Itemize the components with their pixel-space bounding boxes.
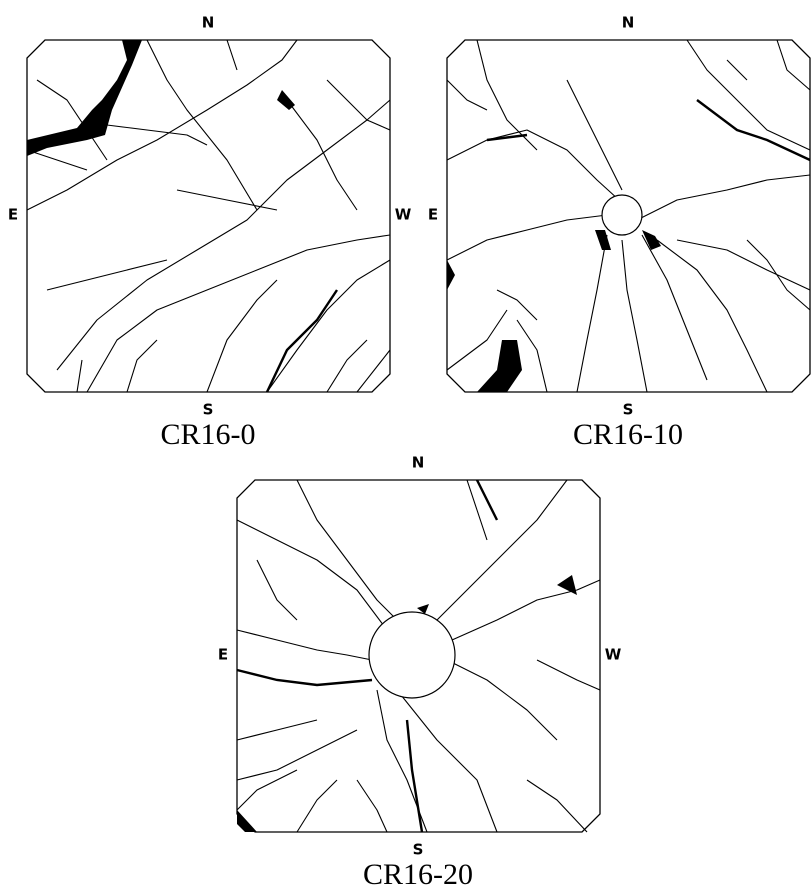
north-label: N xyxy=(202,14,215,32)
east-label: E xyxy=(8,206,18,224)
south-label: S xyxy=(203,401,214,419)
specimen-panel xyxy=(447,40,810,392)
north-label: N xyxy=(412,454,425,472)
south-label: S xyxy=(413,841,424,859)
west-label: W xyxy=(395,206,412,224)
south-label: S xyxy=(623,401,634,419)
east-label: E xyxy=(218,646,228,664)
center-hole xyxy=(369,612,455,698)
center-hole xyxy=(602,195,642,235)
west-label: W xyxy=(605,646,622,664)
panel-caption: CR16-10 xyxy=(573,418,683,451)
panel-caption: CR16-0 xyxy=(160,418,255,451)
specimen-panel xyxy=(237,480,600,832)
east-label: E xyxy=(428,206,438,224)
figure: NEWSCR16-0NEWSCR16-10NEWSCR16-20 xyxy=(0,0,812,888)
specimen-panel xyxy=(27,40,390,392)
north-label: N xyxy=(622,14,635,32)
panel-caption: CR16-20 xyxy=(363,858,473,888)
